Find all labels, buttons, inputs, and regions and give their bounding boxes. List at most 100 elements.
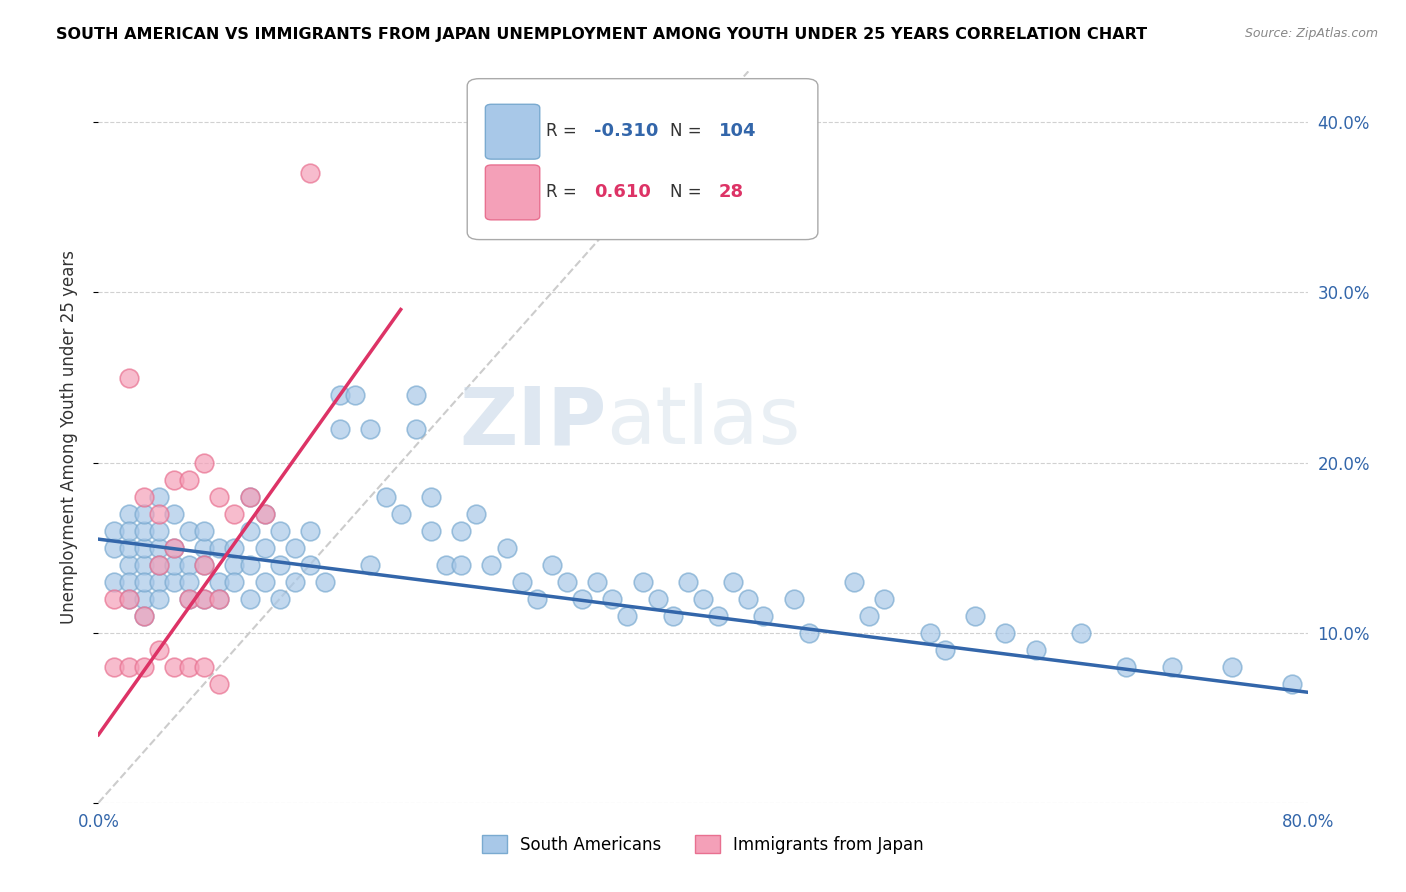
Point xyxy=(239,558,262,572)
Point xyxy=(360,558,382,572)
Point xyxy=(163,507,186,521)
Point xyxy=(676,574,699,589)
FancyBboxPatch shape xyxy=(467,78,818,240)
Point xyxy=(118,370,141,384)
Point xyxy=(253,507,276,521)
Point xyxy=(344,387,367,401)
Point xyxy=(148,591,170,606)
Point xyxy=(193,524,215,538)
Point xyxy=(526,591,548,606)
Point xyxy=(934,642,956,657)
Point xyxy=(555,574,578,589)
Point xyxy=(224,541,246,555)
Point xyxy=(707,608,730,623)
Point xyxy=(723,574,745,589)
Point xyxy=(208,541,231,555)
Point xyxy=(103,659,125,673)
Point xyxy=(208,591,231,606)
Point xyxy=(179,591,201,606)
Point xyxy=(148,541,170,555)
Point xyxy=(224,574,246,589)
Point xyxy=(132,591,155,606)
Point xyxy=(118,574,141,589)
Point xyxy=(752,608,775,623)
Point xyxy=(450,558,472,572)
Text: SOUTH AMERICAN VS IMMIGRANTS FROM JAPAN UNEMPLOYMENT AMONG YOUTH UNDER 25 YEARS : SOUTH AMERICAN VS IMMIGRANTS FROM JAPAN … xyxy=(56,27,1147,42)
Point xyxy=(118,659,141,673)
Point xyxy=(132,541,155,555)
Y-axis label: Unemployment Among Youth under 25 years: Unemployment Among Youth under 25 years xyxy=(59,250,77,624)
Text: 0.610: 0.610 xyxy=(595,183,651,201)
Point xyxy=(284,574,307,589)
Point xyxy=(329,387,352,401)
Point xyxy=(118,507,141,521)
Point xyxy=(103,591,125,606)
Point xyxy=(239,591,262,606)
Point xyxy=(103,524,125,538)
Point xyxy=(465,507,488,521)
Point xyxy=(918,625,941,640)
Point xyxy=(1115,659,1137,673)
Point xyxy=(284,541,307,555)
Point xyxy=(374,490,396,504)
Point xyxy=(299,524,322,538)
Point xyxy=(148,574,170,589)
Point xyxy=(118,591,141,606)
Text: -0.310: -0.310 xyxy=(595,122,658,140)
Point xyxy=(858,608,880,623)
Point xyxy=(224,507,246,521)
Point xyxy=(239,524,262,538)
Point xyxy=(179,558,201,572)
Point xyxy=(118,558,141,572)
Point xyxy=(434,558,457,572)
Point xyxy=(132,524,155,538)
Point xyxy=(118,541,141,555)
Point xyxy=(405,421,427,435)
FancyBboxPatch shape xyxy=(485,165,540,219)
Point xyxy=(269,558,291,572)
Text: ZIP: ZIP xyxy=(458,384,606,461)
Point xyxy=(132,659,155,673)
Point xyxy=(163,541,186,555)
Point xyxy=(148,490,170,504)
Text: R =: R = xyxy=(546,122,582,140)
Point xyxy=(540,558,562,572)
Point xyxy=(299,166,322,180)
Point xyxy=(118,524,141,538)
Point xyxy=(965,608,987,623)
Point xyxy=(193,558,215,572)
Text: R =: R = xyxy=(546,183,582,201)
Point xyxy=(253,541,276,555)
Point xyxy=(132,608,155,623)
Point xyxy=(103,541,125,555)
Point xyxy=(179,473,201,487)
Point xyxy=(389,507,412,521)
Point xyxy=(132,608,155,623)
Point xyxy=(132,490,155,504)
Point xyxy=(163,541,186,555)
Point xyxy=(571,591,593,606)
Point xyxy=(208,677,231,691)
Point xyxy=(163,473,186,487)
Text: 28: 28 xyxy=(718,183,744,201)
Text: Source: ZipAtlas.com: Source: ZipAtlas.com xyxy=(1244,27,1378,40)
Point xyxy=(148,558,170,572)
Point xyxy=(269,591,291,606)
Point xyxy=(193,591,215,606)
Point xyxy=(193,591,215,606)
Point xyxy=(1281,677,1303,691)
Point xyxy=(224,558,246,572)
Point xyxy=(1220,659,1243,673)
Point xyxy=(239,490,262,504)
Point xyxy=(299,558,322,572)
Point xyxy=(118,591,141,606)
Point xyxy=(661,608,683,623)
Point xyxy=(253,574,276,589)
Point xyxy=(269,524,291,538)
Point xyxy=(994,625,1017,640)
Point xyxy=(481,558,503,572)
Point xyxy=(797,625,820,640)
Point xyxy=(737,591,759,606)
Point xyxy=(510,574,533,589)
Point xyxy=(148,507,170,521)
